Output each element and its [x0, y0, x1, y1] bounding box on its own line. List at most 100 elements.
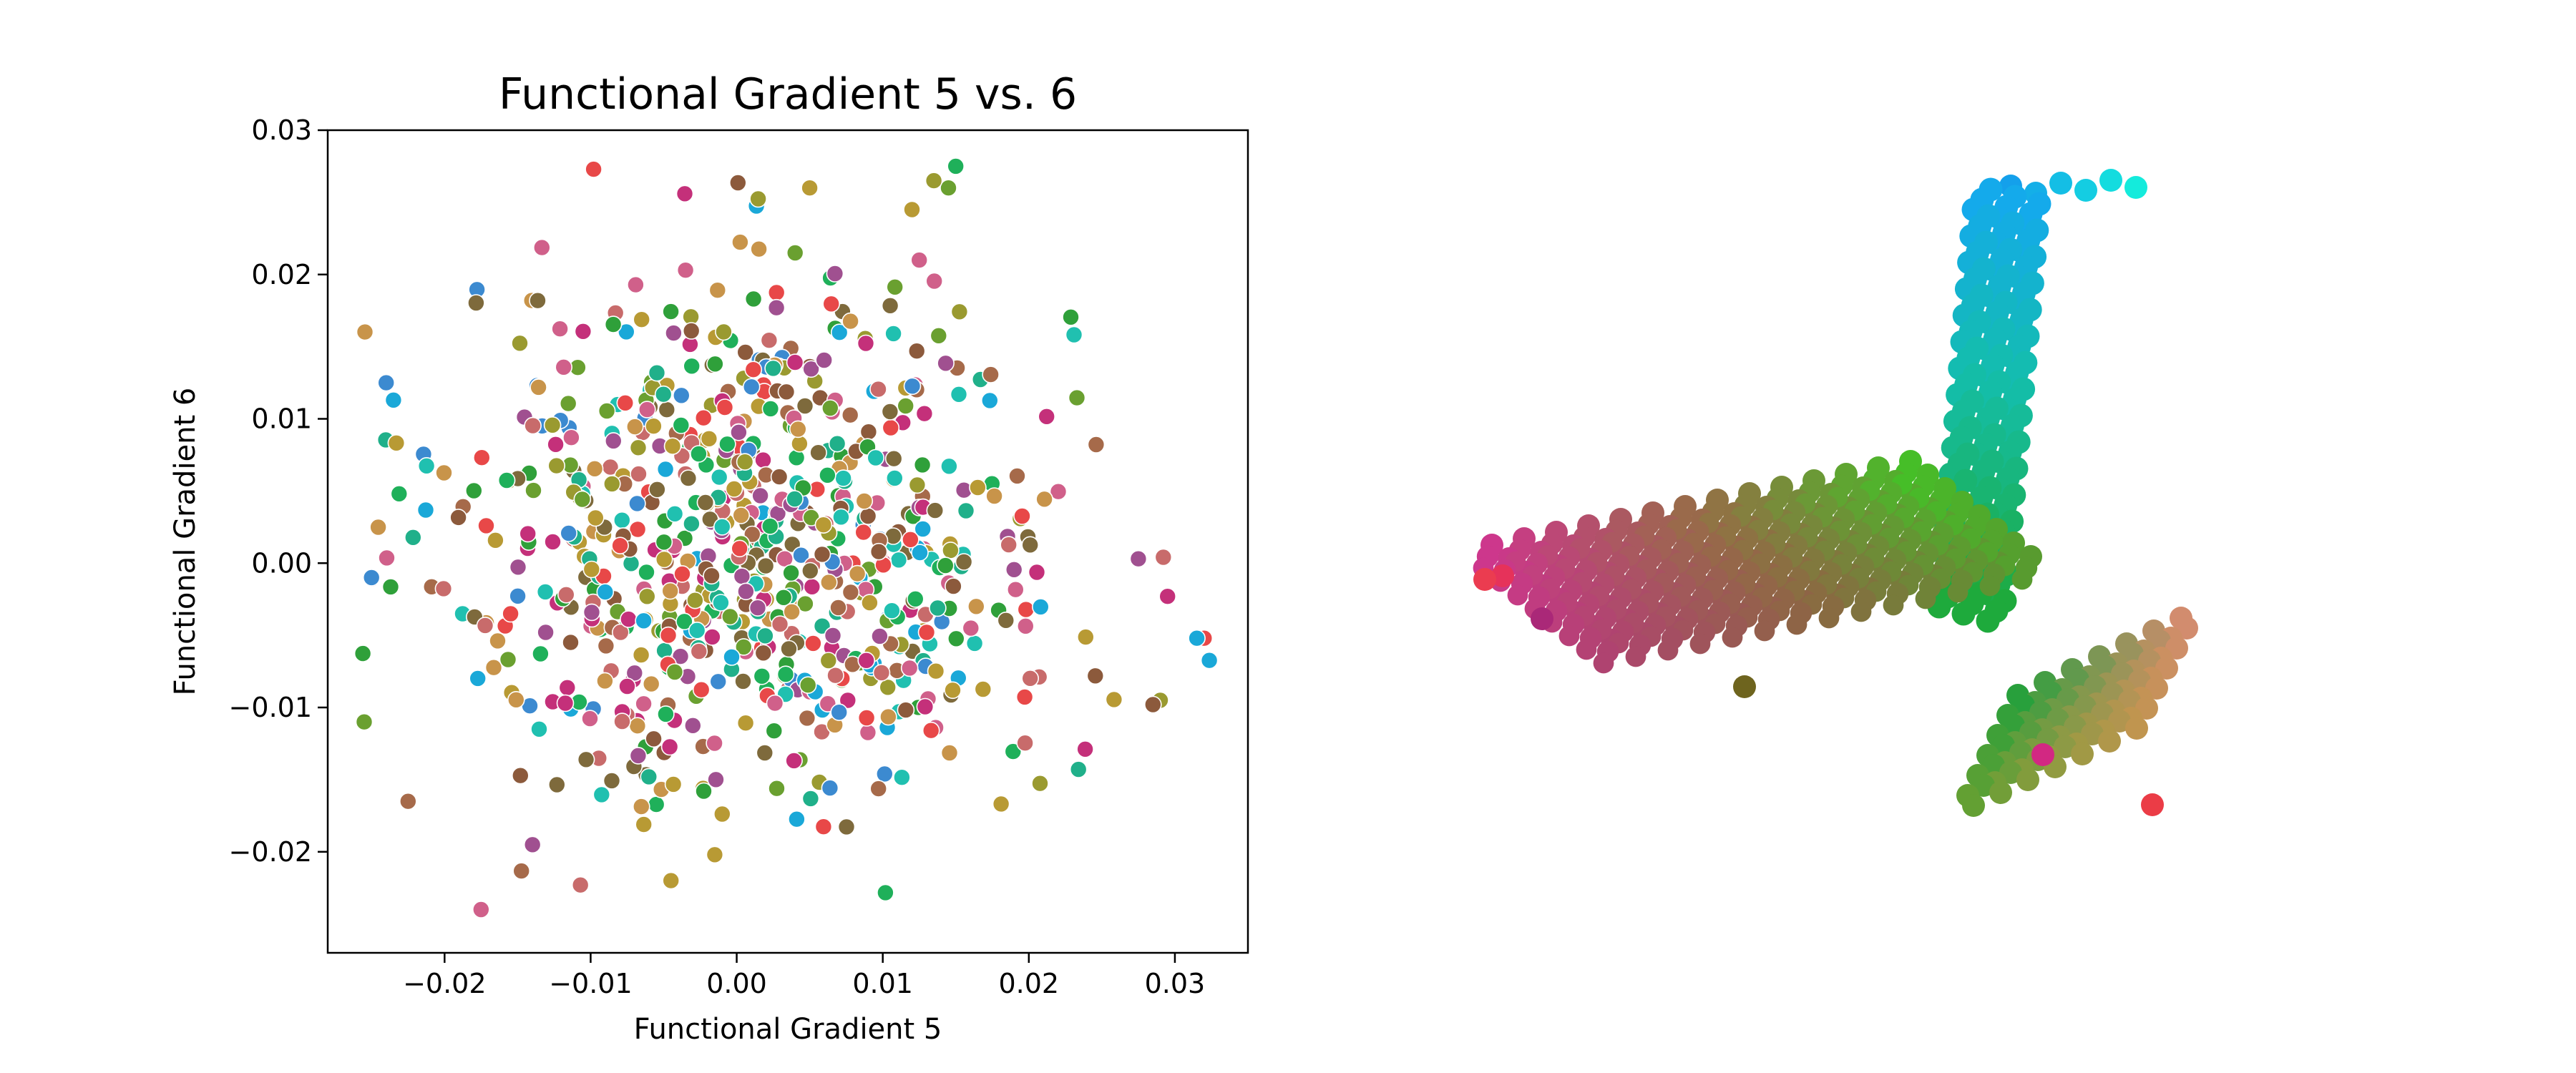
scatter-point [1005, 560, 1023, 579]
scatter-point [859, 423, 878, 441]
scatter-point [627, 275, 645, 294]
scatter-point [857, 651, 875, 670]
scatter-point [647, 795, 665, 813]
scatter-point [659, 626, 678, 645]
scatter-point [997, 611, 1015, 629]
scatter-point [703, 567, 721, 585]
scatter-point [883, 602, 901, 620]
scatter-point [629, 438, 648, 457]
scatter-point [625, 664, 644, 682]
scatter-point [1032, 598, 1050, 616]
voxel-point [1976, 609, 2000, 633]
scatter-point [848, 564, 867, 583]
scatter-point [369, 518, 387, 536]
scatter-point [1144, 695, 1162, 714]
scatter-point [814, 516, 833, 534]
voxel-point [1733, 675, 1756, 698]
scatter-point [859, 723, 877, 742]
scatter-point [955, 553, 973, 571]
scatter-point [558, 678, 577, 697]
scatter-point [854, 523, 872, 542]
scatter-point [796, 594, 814, 613]
scatter-point [911, 544, 929, 562]
scatter-point [648, 363, 666, 382]
scatter-point [761, 400, 780, 418]
scatter-point [1076, 740, 1094, 758]
scatter-point [791, 434, 809, 453]
scatter-point [788, 810, 806, 828]
scatter-point [625, 418, 644, 436]
scatter-point [690, 642, 708, 660]
scatter-point [889, 551, 908, 569]
scatter-point [839, 691, 857, 710]
scatter-point [648, 480, 666, 499]
scatter-point [507, 690, 525, 709]
scatter-point [1038, 407, 1055, 426]
scatter-point [913, 456, 932, 474]
scatter-point [881, 403, 899, 421]
scatter-point [472, 901, 490, 918]
scatter-point [962, 619, 980, 637]
scatter-point [819, 466, 836, 484]
x-tick-label: 0.03 [1145, 968, 1206, 999]
scatter-point [1028, 563, 1046, 582]
scatter-point [695, 782, 713, 800]
voxel-point [2099, 169, 2122, 192]
scatter-point [821, 399, 839, 417]
scatter-point [476, 617, 494, 635]
voxel-point [1850, 601, 1872, 622]
scatter-point [756, 557, 775, 575]
scatter-point [464, 481, 483, 500]
scatter-point [917, 623, 936, 642]
scatter-point [944, 681, 962, 700]
scatter-point [399, 792, 417, 810]
scatter-point [907, 342, 926, 361]
scatter-point [902, 530, 919, 549]
scatter-point [536, 583, 555, 601]
scatter-point [706, 734, 723, 753]
y-tick-label: −0.01 [229, 692, 312, 723]
scatter-point [786, 244, 804, 262]
scatter-plot-2d: Functional Gradient 5 vs. 6 −0.02 −0.01 0.… [169, 69, 1249, 1046]
scatter-point [1188, 629, 1206, 647]
scatter-point [356, 323, 374, 341]
scatter-point [559, 394, 577, 413]
scatter-point [767, 283, 786, 302]
scatter-point [1049, 482, 1068, 501]
scatter-point [744, 290, 763, 308]
scatter-point [830, 703, 848, 722]
scatter-point [663, 437, 682, 456]
scatter-point [560, 524, 578, 542]
scatter-point [672, 416, 691, 434]
voxel-point [2124, 176, 2147, 199]
y-tick-label: 0.03 [251, 114, 312, 146]
scatter-point [837, 818, 856, 836]
scatter-point [635, 612, 653, 630]
scatter-point [618, 677, 636, 695]
scatter-point [764, 359, 782, 378]
scatter-point [893, 768, 911, 786]
scatter-point [1077, 628, 1095, 646]
scatter-point [967, 597, 985, 616]
scatter-point [927, 662, 945, 680]
scatter-point [556, 694, 575, 712]
scatter-point [551, 320, 569, 338]
scatter-point [662, 303, 680, 320]
scatter-point [1017, 617, 1035, 635]
scatter-point [841, 312, 859, 330]
scatter-point [675, 185, 694, 203]
scatter-point [786, 490, 804, 508]
scatter-point [417, 456, 436, 475]
voxel-point [1507, 584, 1528, 606]
scatter-point [886, 469, 904, 487]
scatter-point [629, 747, 648, 765]
scatter-point [879, 707, 897, 726]
voxel-point [2049, 172, 2072, 195]
scatter-point [914, 520, 932, 538]
scatter-point [613, 712, 631, 730]
scatter-point [799, 676, 817, 695]
scatter-point [718, 435, 736, 454]
scatter-point [881, 296, 899, 315]
scatter-point [770, 468, 789, 486]
